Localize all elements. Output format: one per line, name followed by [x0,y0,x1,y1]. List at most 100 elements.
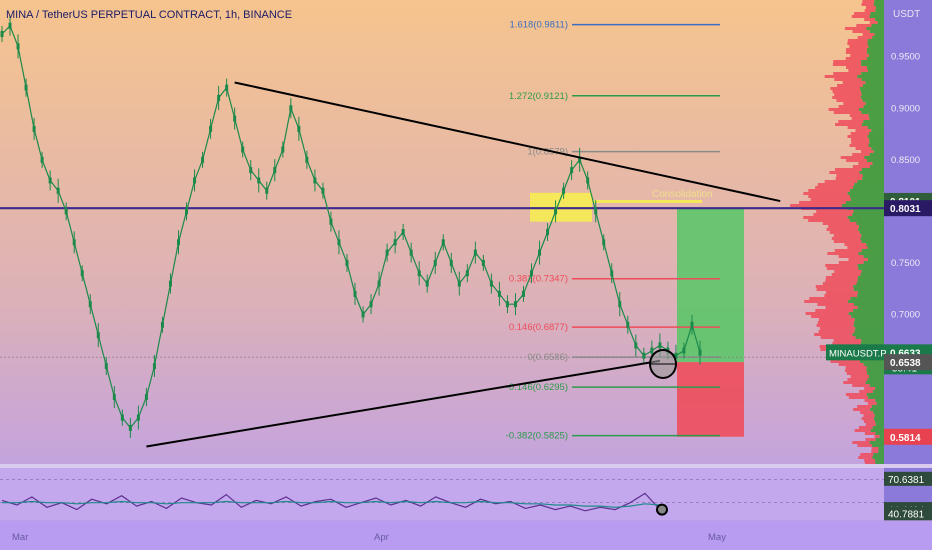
y-tick-label: 0.8500 [891,155,920,166]
profile-bar-green [871,147,884,150]
profile-bar-red [847,378,868,381]
profile-bar-green [868,144,884,147]
profile-bar-red [833,111,862,114]
profile-bar-red [835,123,862,126]
profile-bar-red [833,339,862,342]
fib-label: 1.618(0.9811) [510,20,568,31]
profile-bar-green [866,57,884,60]
profile-bar-green [863,255,884,258]
profile-bar-green [877,21,884,24]
profile-bar-red [871,447,879,450]
rsi-label-box [884,506,932,521]
profile-bar-green [861,72,884,75]
profile-bar-green [875,387,884,390]
profile-bar-red [863,420,875,423]
profile-bar-green [859,108,884,111]
profile-bar-green [861,93,884,96]
profile-bar-green [848,312,884,315]
profile-bar-green [857,291,884,294]
profile-bar-red [824,294,858,297]
profile-bar-green [848,300,884,303]
profile-bar-green [869,375,884,378]
profile-bar-green [858,225,884,228]
profile-bar-red [838,120,864,123]
profile-bar-red [842,81,866,84]
profile-bar-green [863,120,884,123]
profile-bar-red [864,399,876,402]
profile-bar-red [871,450,879,453]
profile-bar-green [871,129,884,132]
profile-bar-red [830,360,860,363]
profile-bar-red [816,210,854,213]
profile-bar-red [851,117,870,120]
profile-bar-red [803,216,848,219]
y-tick-label: 0.7500 [891,258,920,269]
profile-bar-red [833,72,862,75]
profile-bar-red [811,315,852,318]
symbol-tag-text: MINAUSDT.P [829,348,887,359]
y-tick-label: 0.7000 [891,309,920,320]
profile-bar-green [861,168,884,171]
profile-bar-green [858,267,884,270]
profile-bar-green [869,30,884,33]
profile-bar-green [871,24,884,27]
profile-bar-green [854,303,884,306]
profile-bar-red [833,60,862,63]
fib-label: 0.146(0.6877) [509,322,568,333]
profile-bar-green [860,342,884,345]
profile-bar-red [840,156,865,159]
profile-bar-green [857,75,884,78]
profile-bar-red [834,93,862,96]
profile-bar-green [867,135,884,138]
profile-bar-red [815,186,854,189]
profile-bar-green [850,198,884,201]
profile-bar-red [859,390,873,393]
profile-bar-red [864,459,876,462]
profile-bar-green [861,63,884,66]
profile-bar-green [875,399,884,402]
profile-bar-red [828,108,860,111]
profile-bar-red [851,138,870,141]
profile-bar-red [854,429,871,432]
profile-bar-red [845,51,867,54]
rsi-pane [0,468,884,520]
profile-bar-red [844,243,867,246]
profile-bar-red [847,126,868,129]
profile-bar-red [817,303,855,306]
profile-bar-green [872,426,884,429]
profile-bar-green [872,390,884,393]
symbol-tag-box [826,344,884,361]
profile-bar-green [875,459,884,462]
pane-separator [0,464,932,468]
price-label-text: 0.6538 [890,358,921,369]
profile-bar-red [790,204,842,207]
profile-bar-green [873,453,884,456]
candle-body [0,31,4,38]
price-label-text: 0.6633 [890,348,921,359]
profile-bar-green [868,45,884,48]
price-label-text: 0.5814 [890,433,921,444]
x-tick-label: Apr [374,532,389,543]
profile-bar-green [872,456,884,459]
profile-bar-red [834,249,862,252]
profile-bar-green [855,327,884,330]
profile-bar-red [853,408,871,411]
profile-bar-green [861,234,884,237]
profile-bar-green [860,96,884,99]
profile-bar-green [874,0,884,3]
profile-bar-red [838,255,864,258]
profile-bar-red [861,150,874,153]
profile-bar-green [873,417,884,420]
consolidation-line [592,199,702,203]
profile-bar-red [817,321,855,324]
profile-bar-green [847,192,884,195]
profile-bar-red [847,135,868,138]
profile-bar-red [817,183,855,186]
profile-bar-red [857,405,872,408]
profile-bar-green [866,393,884,396]
profile-bar-red [860,411,874,414]
profile-bar-red [810,198,851,201]
profile-bar-green [860,273,884,276]
profile-bar-red [832,90,861,93]
